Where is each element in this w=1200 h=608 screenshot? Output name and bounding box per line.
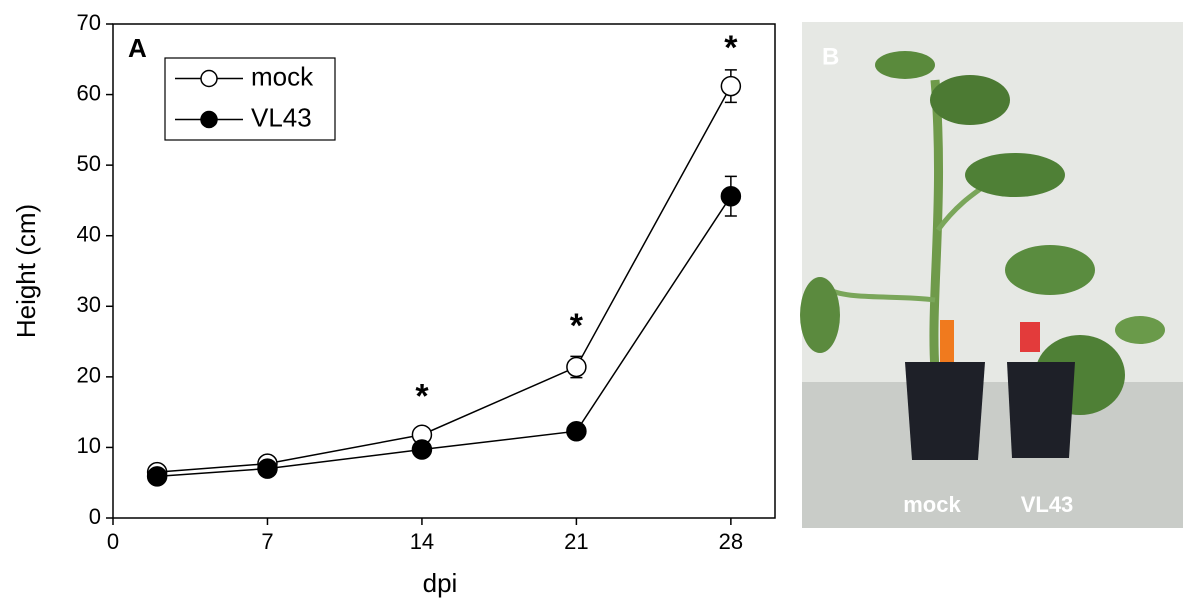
legend-marker (200, 69, 218, 88)
y-tick-label: 60 (77, 80, 101, 105)
x-tick-label: 21 (564, 529, 588, 554)
leaf (1005, 245, 1095, 295)
annotation: * (724, 29, 738, 67)
legend-label: VL43 (251, 102, 312, 132)
legend-label: mock (251, 61, 314, 91)
leaf (930, 75, 1010, 125)
panel-label: B (822, 43, 839, 70)
annotation: * (415, 378, 429, 416)
y-tick-label: 40 (77, 222, 101, 247)
label-tag (940, 320, 954, 365)
marker (566, 420, 587, 442)
leaf (1115, 316, 1165, 344)
branch (828, 287, 936, 303)
x-axis-label: dpi (423, 568, 458, 598)
y-tick-label: 20 (77, 363, 101, 388)
y-axis-label: Height (cm) (11, 204, 41, 338)
label-tag (1020, 322, 1040, 352)
legend-box (164, 57, 336, 141)
photo-caption: VL43 (1021, 492, 1074, 517)
y-tick-label: 70 (77, 10, 101, 35)
x-tick-label: 0 (107, 529, 119, 554)
marker (720, 75, 742, 97)
leaf (800, 277, 840, 353)
shelf (802, 382, 1183, 528)
x-tick-label: 7 (261, 529, 273, 554)
leaf (965, 153, 1065, 197)
pot (905, 362, 985, 460)
marker (257, 458, 278, 479)
marker (411, 439, 433, 460)
annotation: * (570, 307, 584, 345)
series-line (157, 85, 732, 473)
panel-label: A (128, 33, 147, 63)
y-tick-label: 10 (77, 433, 101, 458)
x-tick-label: 14 (410, 529, 434, 554)
y-tick-label: 50 (77, 151, 101, 176)
series-line (157, 195, 732, 478)
photo-panel: B mock VL43 (800, 22, 1183, 528)
pot (1007, 362, 1075, 458)
y-tick-label: 0 (89, 504, 101, 529)
legend-marker (200, 110, 218, 129)
photo-caption: mock (903, 492, 961, 517)
marker (146, 466, 168, 487)
marker (566, 356, 587, 378)
plot-frame (112, 23, 776, 519)
x-tick-label: 28 (719, 529, 743, 554)
y-tick-label: 30 (77, 292, 101, 317)
stem (929, 79, 944, 371)
leaf (875, 51, 935, 79)
marker (720, 185, 742, 207)
